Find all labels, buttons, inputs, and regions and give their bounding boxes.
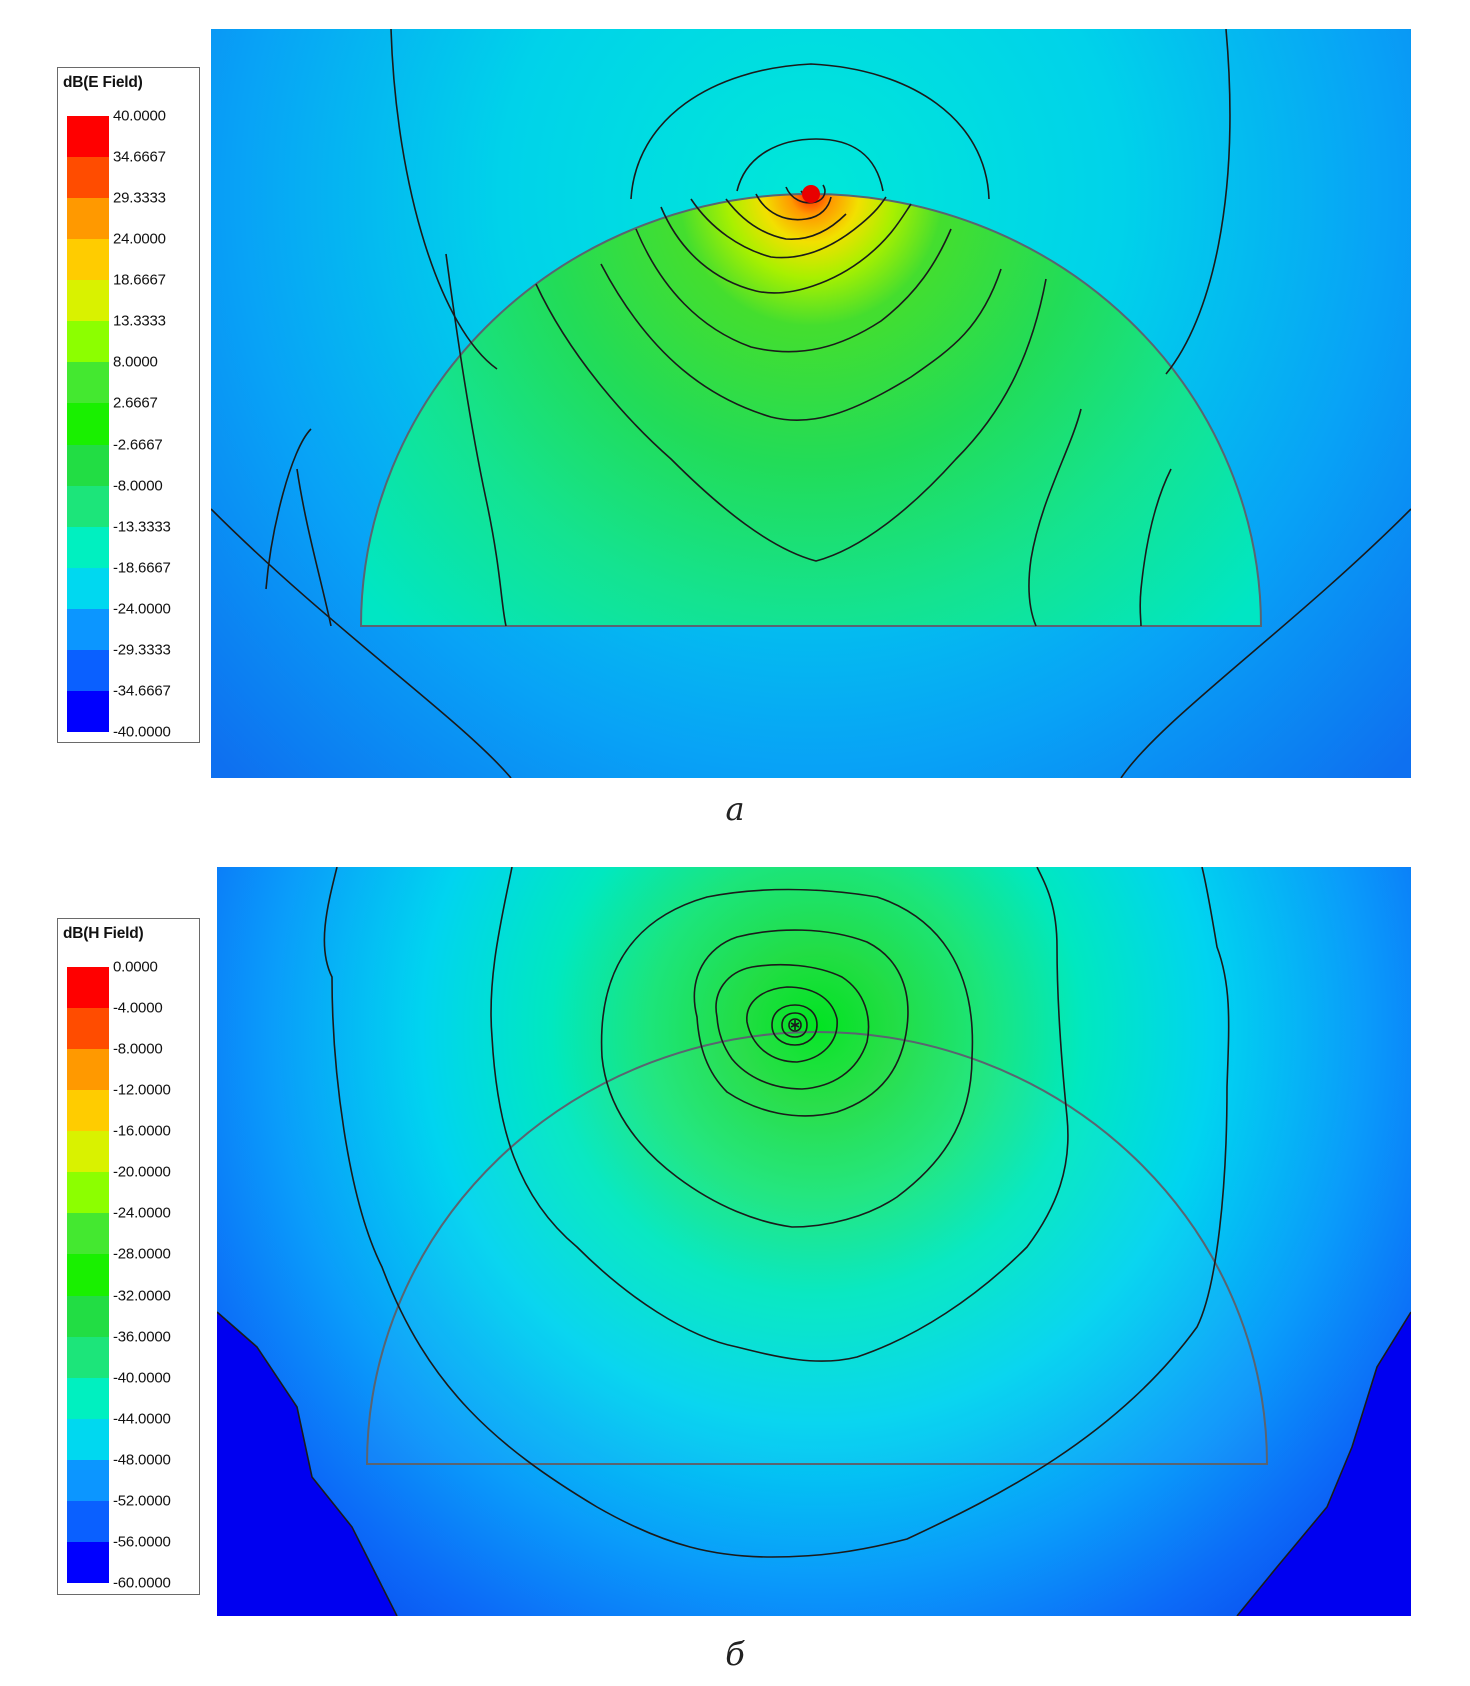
- color-swatch: [67, 1008, 109, 1050]
- legend-label: -18.6667: [113, 559, 171, 577]
- h-field-plot: [217, 867, 1411, 1616]
- contour-lines: [217, 867, 1411, 1616]
- color-swatch: [67, 1459, 109, 1501]
- color-swatch: [67, 1172, 109, 1214]
- color-scale-bar: [67, 116, 109, 732]
- color-swatch: [67, 1500, 109, 1542]
- legend-label: -24.0000: [113, 1204, 171, 1222]
- legend-label: -13.3333: [113, 518, 171, 536]
- color-swatch: [67, 280, 109, 322]
- color-swatch: [67, 1541, 109, 1583]
- legend-label: 24.0000: [113, 230, 166, 248]
- legend-label: -29.3333: [113, 641, 171, 659]
- legend-label: -24.0000: [113, 600, 171, 618]
- legend-label: -40.0000: [113, 723, 171, 741]
- color-swatch: [67, 1090, 109, 1132]
- e-field-map: [211, 29, 1411, 778]
- color-swatch: [67, 1254, 109, 1296]
- color-swatch: [67, 608, 109, 650]
- legend-label: 40.0000: [113, 107, 166, 125]
- legend-label: 18.6667: [113, 271, 166, 289]
- legend-label: -44.0000: [113, 1410, 171, 1428]
- dark-corner-left: [217, 1312, 397, 1616]
- h-field-legend: dB(H Field) 0.0000 -4.0000 -8.0000 -12.0000…: [57, 918, 200, 1595]
- legend-label: 0.0000: [113, 958, 158, 976]
- legend-label: -40.0000: [113, 1369, 171, 1387]
- contour-lines: [211, 29, 1411, 778]
- color-swatch: [67, 1131, 109, 1173]
- color-swatch: [67, 444, 109, 486]
- color-swatch: [67, 1336, 109, 1378]
- color-swatch: [67, 485, 109, 527]
- legend-label: -20.0000: [113, 1163, 171, 1181]
- legend-label: -48.0000: [113, 1451, 171, 1469]
- legend-label: -32.0000: [113, 1287, 171, 1305]
- legend-label: -12.0000: [113, 1081, 171, 1099]
- dielectric-half-disk: [365, 1031, 1269, 1465]
- legend-label: 8.0000: [113, 353, 158, 371]
- source-point: [802, 185, 820, 203]
- legend-label: -2.6667: [113, 436, 163, 454]
- legend-label: -4.0000: [113, 999, 163, 1017]
- color-swatch: [67, 116, 109, 158]
- color-swatch: [67, 198, 109, 240]
- color-swatch: [67, 1418, 109, 1460]
- color-swatch: [67, 567, 109, 609]
- legend-label: -36.0000: [113, 1328, 171, 1346]
- panel-caption: б: [725, 1635, 745, 1673]
- legend-label: 13.3333: [113, 312, 166, 330]
- legend-label: -60.0000: [113, 1574, 171, 1592]
- color-swatch: [67, 1049, 109, 1091]
- color-swatch: [67, 239, 109, 281]
- h-field-map: [217, 867, 1411, 1616]
- color-swatch: [67, 1213, 109, 1255]
- color-swatch: [67, 1295, 109, 1337]
- panel-caption: а: [725, 790, 745, 828]
- legend-label: 34.6667: [113, 148, 166, 166]
- legend-label: -8.0000: [113, 1040, 163, 1058]
- color-swatch: [67, 1377, 109, 1419]
- legend-label: 2.6667: [113, 394, 158, 412]
- color-swatch: [67, 403, 109, 445]
- legend-label: -56.0000: [113, 1533, 171, 1551]
- legend-title: dB(E Field): [63, 74, 143, 91]
- e-field-panel: dB(E Field) 40.0000 34.6667 29.3333 24.0000…: [0, 0, 1470, 840]
- legend-title: dB(H Field): [63, 925, 144, 942]
- color-swatch: [67, 321, 109, 363]
- e-field-plot: [211, 29, 1411, 778]
- color-scale-bar: [67, 967, 109, 1583]
- legend-label: -34.6667: [113, 682, 171, 700]
- h-field-panel: dB(H Field) 0.0000 -4.0000 -8.0000 -12.0000…: [0, 845, 1470, 1686]
- color-swatch: [67, 157, 109, 199]
- color-swatch: [67, 649, 109, 691]
- color-swatch: [67, 362, 109, 404]
- legend-label: -52.0000: [113, 1492, 171, 1510]
- color-swatch: [67, 967, 109, 1009]
- color-swatch: [67, 690, 109, 732]
- legend-label: -16.0000: [113, 1122, 171, 1140]
- legend-label: -8.0000: [113, 477, 163, 495]
- dark-corner-right: [1237, 1312, 1411, 1616]
- legend-label: 29.3333: [113, 189, 166, 207]
- e-field-legend: dB(E Field) 40.0000 34.6667 29.3333 24.0000…: [57, 67, 200, 743]
- color-swatch: [67, 526, 109, 568]
- legend-label: -28.0000: [113, 1245, 171, 1263]
